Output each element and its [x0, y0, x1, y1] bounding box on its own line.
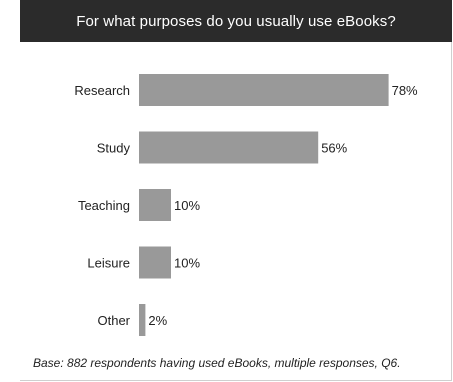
category-label-research: Research — [74, 83, 130, 98]
category-label-other: Other — [97, 313, 130, 328]
category-label-study: Study — [97, 141, 131, 156]
chart-title: For what purposes do you usually use eBo… — [20, 0, 452, 42]
bar-study — [139, 131, 319, 164]
bar-research — [139, 74, 389, 106]
bar-leisure — [139, 246, 171, 279]
category-label-teaching: Teaching — [78, 198, 130, 213]
value-label-other: 2% — [148, 313, 167, 328]
bar-teaching — [139, 189, 171, 221]
value-label-leisure: 10% — [174, 256, 200, 271]
value-label-teaching: 10% — [174, 198, 200, 213]
value-label-study: 56% — [321, 141, 347, 156]
category-label-leisure: Leisure — [87, 256, 130, 271]
plot-area: Research 78% Study 56% Teaching 10% Leisure 10%… — [20, 42, 452, 348]
bar-other — [139, 304, 146, 336]
chart-footnote: Base: 882 respondents having used eBooks… — [33, 356, 401, 370]
bar-chart: Research 78% Study 56% Teaching 10% Leisure 10%… — [74, 74, 418, 336]
value-label-research: 78% — [392, 83, 418, 98]
chart-frame: For what purposes do you usually use eBo… — [20, 0, 452, 381]
